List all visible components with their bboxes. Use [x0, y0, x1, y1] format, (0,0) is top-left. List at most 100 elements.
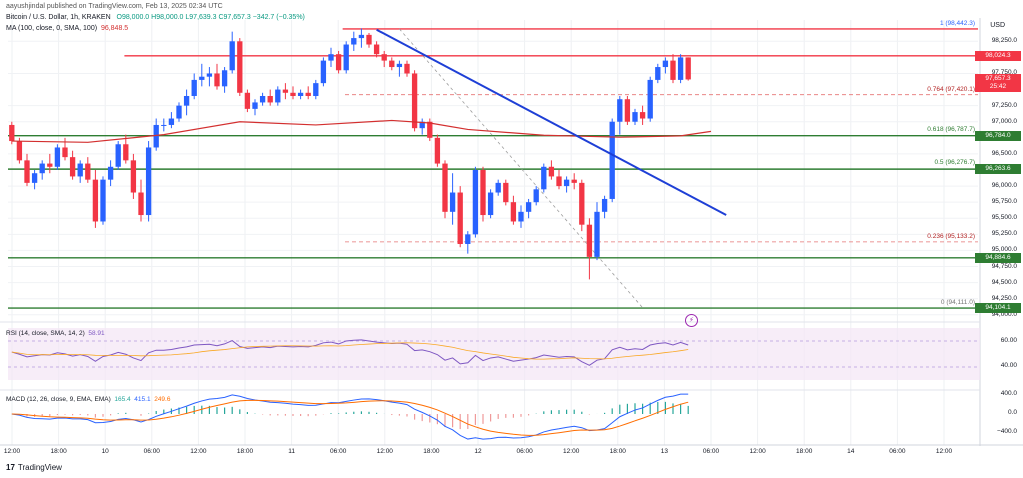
candle-body [525, 202, 532, 212]
candle-body [624, 99, 631, 122]
candle-body [100, 179, 106, 222]
candle-body [168, 118, 175, 125]
candle-body [221, 70, 228, 87]
fib-diagonal-line [399, 28, 643, 308]
candle-body [427, 121, 433, 138]
candle-body [161, 124, 167, 126]
candle-body [670, 60, 676, 80]
price-tick-label: 94,250.0 [991, 294, 1017, 302]
candle-body [389, 60, 395, 68]
macd-tick-0: 0.0 [1007, 409, 1017, 416]
ma-value: 96,848.5 [100, 25, 129, 32]
fib-level-label: 0.236 (95,133.2) [927, 232, 975, 240]
candle-body [366, 34, 372, 45]
candle-body [662, 60, 669, 68]
candle-body [77, 163, 83, 177]
price-tick-label: 97,250.0 [991, 101, 1017, 109]
candle-body [411, 73, 418, 129]
candle-body [617, 99, 623, 122]
candle-body [183, 96, 190, 106]
candle-body [442, 163, 448, 212]
candle-body [571, 179, 577, 183]
rsi-band [8, 328, 980, 380]
candle-body [31, 173, 38, 183]
candle-body [335, 54, 342, 71]
price-tick-label: 96,000.0 [991, 182, 1017, 190]
price-tick-label: 94,500.0 [991, 278, 1017, 286]
candle-body [85, 163, 91, 180]
candle-body [563, 179, 570, 187]
fib-level-label: 0.5 (96,276.7) [934, 159, 975, 167]
rsi-tick-40: 40.00 [1000, 362, 1017, 369]
publisher-text: aayushjindal published on TradingView.co… [6, 3, 223, 10]
symbol-line: Bitcoin / U.S. Dollar, 1h, KRAKEN O98,00… [6, 14, 305, 21]
candle-body [343, 44, 349, 71]
candle-body [594, 211, 600, 257]
macd-v1: 165.4 [114, 396, 131, 403]
candle-body [556, 176, 562, 187]
price-tick-label: 95,000.0 [991, 246, 1017, 254]
price-tick-label: 94,000.0 [991, 310, 1017, 318]
fib-level-label: 1 (98,442.3) [939, 19, 975, 27]
candle-body [138, 192, 144, 216]
price-axis-pill: 25:42 [975, 81, 1021, 92]
price-tick-label: 94,750.0 [991, 262, 1017, 270]
tradingview-logo-icon: 17 [6, 463, 15, 472]
candle-body [275, 89, 281, 103]
time-tick-label: 12:00 [3, 448, 21, 455]
candle-body [237, 41, 243, 93]
macd-v3: 249.6 [154, 396, 171, 403]
rsi-label-line: RSI (14, close, SMA, 14, 2) 58.91 [6, 330, 105, 337]
candle-body [449, 192, 456, 212]
candle-body [252, 102, 258, 109]
candle-body [259, 96, 266, 103]
time-tick-label: 18:00 [236, 448, 254, 455]
candle-body [176, 105, 182, 119]
symbol-text: Bitcoin / U.S. Dollar, 1h, KRAKEN [6, 14, 111, 21]
candle-body [685, 57, 691, 80]
candle-body [510, 202, 517, 222]
currency-label: USD [990, 22, 1005, 29]
candle-body [639, 112, 646, 119]
candle-body [472, 170, 479, 235]
candle-body [282, 89, 289, 93]
candle-body [115, 144, 121, 167]
rsi-tick-60: 60.00 [1000, 337, 1017, 344]
candle-body [320, 60, 327, 84]
time-tick-label: 06:00 [330, 448, 347, 455]
price-tick-label: 95,750.0 [991, 198, 1017, 206]
time-tick-label: 18:00 [609, 448, 626, 455]
candle-body [601, 198, 608, 212]
rsi-label: RSI (14, close, SMA, 14, 2) [6, 330, 85, 337]
ma-label: MA (100, close, 0, SMA, 100) [6, 25, 98, 32]
candle-body [206, 73, 213, 77]
candle-body [632, 112, 638, 122]
time-tick-label: 12:00 [563, 448, 580, 455]
candle-body [191, 79, 197, 96]
price-axis-pill: 94,104.1 [975, 303, 1021, 314]
publisher-line: aayushjindal published on TradingView.co… [6, 3, 223, 10]
time-tick-label: 14 [847, 448, 855, 455]
price-tick-label: 97,000.0 [991, 117, 1017, 125]
candle-body [92, 179, 99, 222]
candle-body [358, 34, 365, 39]
candle-body [381, 54, 387, 61]
candle-body [647, 79, 653, 119]
candle-body [541, 166, 547, 190]
ma100-line [11, 119, 712, 143]
candle-body [503, 182, 509, 203]
candle-body [434, 137, 441, 164]
candle-body [39, 163, 45, 174]
macd-label: MACD (12, 26, close, 9, EMA, EMA) [6, 396, 111, 403]
time-tick-label: 18:00 [50, 448, 67, 455]
time-tick-label: 06:00 [516, 448, 533, 455]
candle-body [9, 124, 15, 142]
candle-body [457, 192, 463, 244]
rsi-sma-line [11, 342, 689, 360]
tradingview-logo[interactable]: 17 TradingView [6, 463, 62, 472]
time-tick-label: 12:00 [190, 448, 207, 455]
lightning-icon[interactable]: ⚡ [685, 314, 698, 327]
fib-level-label: 0.764 (97,420.1) [927, 85, 975, 93]
tradingview-logo-text: TradingView [17, 463, 62, 472]
